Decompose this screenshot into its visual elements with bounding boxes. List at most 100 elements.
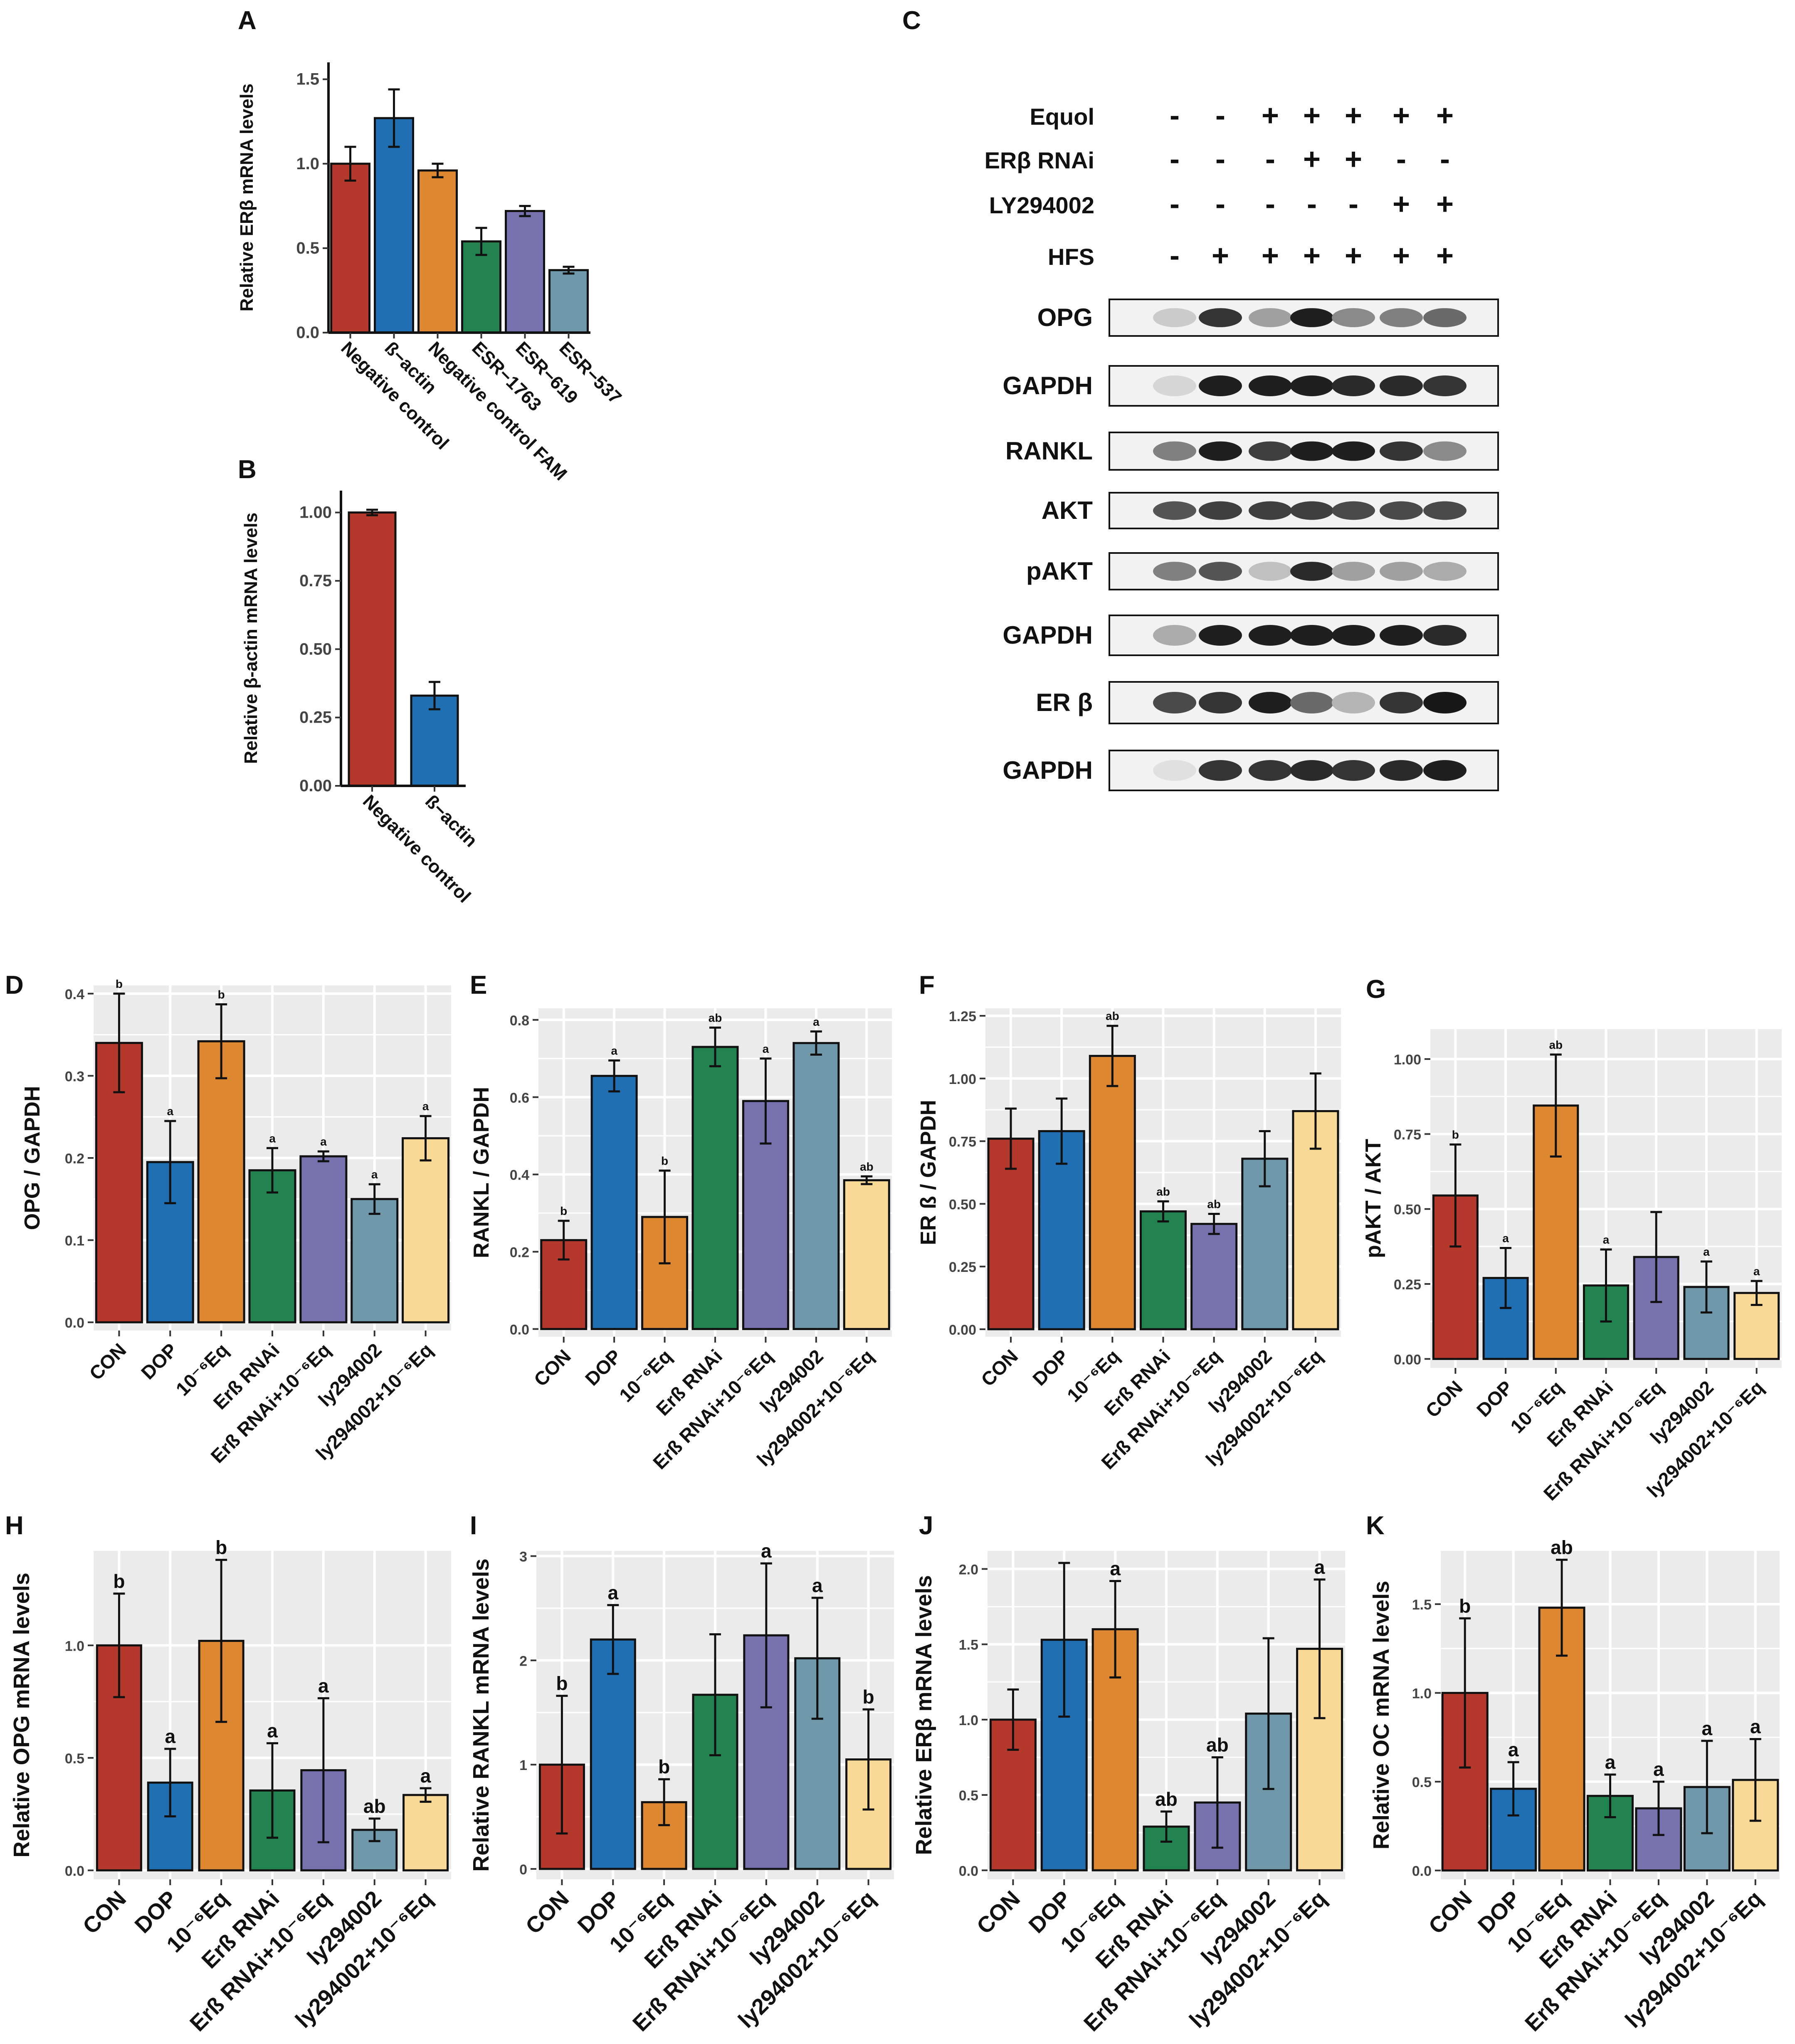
bar-3	[197, 1040, 245, 1323]
treatment-sign: -	[1170, 143, 1180, 176]
bar-7	[402, 1137, 450, 1323]
y-tick-label: 2	[519, 1653, 527, 1669]
y-tick-label: 0.50	[1394, 1202, 1421, 1218]
y-axis-label: Relative ERβ mRNA levels	[237, 84, 257, 312]
blot-band	[1332, 501, 1375, 520]
y-tick-label: 0.00	[949, 1322, 976, 1338]
significance-label: b	[1459, 1595, 1471, 1617]
bar-1	[348, 511, 397, 787]
treatment-sign: -	[1170, 239, 1180, 272]
y-tick-label: 0.00	[299, 777, 332, 795]
significance-label: a	[318, 1675, 329, 1696]
y-tick-label: 1.5	[296, 70, 319, 89]
significance-label: a	[267, 1720, 278, 1742]
blot-band	[1153, 501, 1196, 520]
bar-2	[410, 694, 459, 787]
blot-band	[1423, 625, 1467, 646]
blot-band	[1153, 692, 1196, 713]
significance-label: a	[1502, 1232, 1509, 1245]
treatment-sign: +	[1436, 188, 1454, 221]
y-tick-label: 1.00	[1394, 1052, 1421, 1068]
y-tick-label: 0.75	[299, 572, 332, 590]
panel-letter: H	[5, 1511, 24, 1540]
bar-2	[147, 1781, 193, 1871]
y-axis-label: Relative OC mRNA levels	[1369, 1581, 1394, 1849]
treatment-sign: -	[1440, 143, 1450, 176]
band-label: RANKL	[1005, 437, 1093, 465]
y-tick-label: 0.0	[1412, 1864, 1432, 1879]
bar-6	[793, 1042, 840, 1330]
blot-band	[1332, 692, 1375, 713]
bar-3	[641, 1216, 689, 1330]
treatment-sign: +	[1436, 99, 1454, 132]
blot-band	[1380, 692, 1423, 713]
significance-label: ab	[1155, 1788, 1178, 1810]
blot-band	[1199, 760, 1242, 781]
treatment-sign: +	[1303, 143, 1321, 176]
y-tick-label: 1.5	[1412, 1597, 1432, 1613]
y-tick-label: 1.25	[949, 1009, 976, 1024]
blot-band	[1332, 760, 1375, 781]
blot-band	[1249, 760, 1292, 781]
blot-band	[1153, 562, 1196, 581]
y-tick-label: 0.3	[65, 1069, 84, 1084]
significance-label: a	[611, 1044, 617, 1057]
y-tick-label: 0.25	[1394, 1277, 1421, 1293]
blot-band	[1380, 441, 1423, 461]
treatment-sign: +	[1303, 239, 1321, 272]
y-axis-label: Relative ERβ mRNA levels	[911, 1575, 936, 1855]
significance-label: a	[420, 1765, 431, 1787]
blot-band	[1153, 375, 1196, 396]
panel-letter: K	[1366, 1511, 1385, 1540]
y-axis-label: ER ß / GAPDH	[916, 1100, 941, 1245]
blot-band	[1423, 308, 1467, 327]
significance-label: ab	[1549, 1038, 1563, 1051]
significance-label: a	[1653, 1758, 1664, 1780]
treatment-sign: -	[1215, 188, 1225, 221]
y-tick-label: 0.0	[65, 1315, 84, 1331]
treatment-sign: -	[1170, 188, 1180, 221]
significance-label: b	[560, 1205, 567, 1217]
treatment-sign: -	[1215, 143, 1225, 176]
western-blot-panel: Equol - - + + + + +ERβ RNAi - - - + + - -LY294002- - - - -…	[985, 99, 1499, 791]
panel-letter: E	[470, 971, 487, 1000]
blot-band	[1380, 308, 1423, 327]
y-tick-label: 1.0	[1412, 1686, 1432, 1702]
panel-letter: A	[238, 6, 257, 35]
bar-2	[590, 1638, 636, 1870]
blot-band	[1290, 625, 1333, 646]
y-tick-label: 0.0	[959, 1863, 978, 1879]
treatment-sign: +	[1345, 99, 1362, 132]
significance-label: a	[1603, 1233, 1610, 1246]
significance-label: a	[1508, 1739, 1519, 1760]
bar-5	[299, 1155, 348, 1323]
bar-3	[1089, 1055, 1136, 1331]
blot-band	[1153, 308, 1196, 327]
treatment-sign: -	[1170, 99, 1180, 132]
y-tick-label: 0.00	[1394, 1352, 1421, 1368]
significance-label: a	[1703, 1245, 1710, 1258]
blot-band	[1423, 501, 1467, 520]
bar-7	[843, 1179, 890, 1330]
significance-label: a	[371, 1168, 378, 1181]
y-tick-label: 0.50	[949, 1197, 976, 1212]
treatment-sign: -	[1348, 188, 1358, 221]
significance-label: a	[320, 1135, 327, 1148]
y-tick-label: 1.0	[959, 1713, 978, 1728]
panel-letter: G	[1366, 975, 1386, 1004]
bar-5	[1190, 1223, 1238, 1331]
bar-2	[374, 117, 414, 334]
treatment-label: HFS	[1048, 244, 1094, 270]
significance-label: b	[116, 978, 123, 990]
y-tick-label: 0.25	[299, 708, 332, 727]
treatment-sign: -	[1215, 99, 1225, 132]
significance-label: a	[812, 1575, 823, 1596]
treatment-sign: -	[1265, 143, 1275, 176]
y-tick-label: 0.5	[1412, 1775, 1432, 1790]
significance-label: ab	[709, 1011, 722, 1024]
blot-band	[1332, 375, 1375, 396]
